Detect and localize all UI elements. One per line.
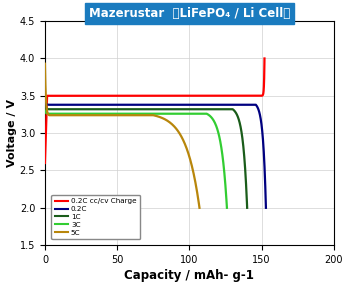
X-axis label: Capacity / mAh- g-1: Capacity / mAh- g-1 xyxy=(125,269,254,282)
Y-axis label: Voltage / V: Voltage / V xyxy=(7,99,17,167)
Legend: 0.2C cc/cv Charge, 0.2C, 1C, 3C, 5C: 0.2C cc/cv Charge, 0.2C, 1C, 3C, 5C xyxy=(51,194,140,239)
Title: Mazerustar  （LiFePO₄ / Li Cell）: Mazerustar （LiFePO₄ / Li Cell） xyxy=(89,7,290,20)
